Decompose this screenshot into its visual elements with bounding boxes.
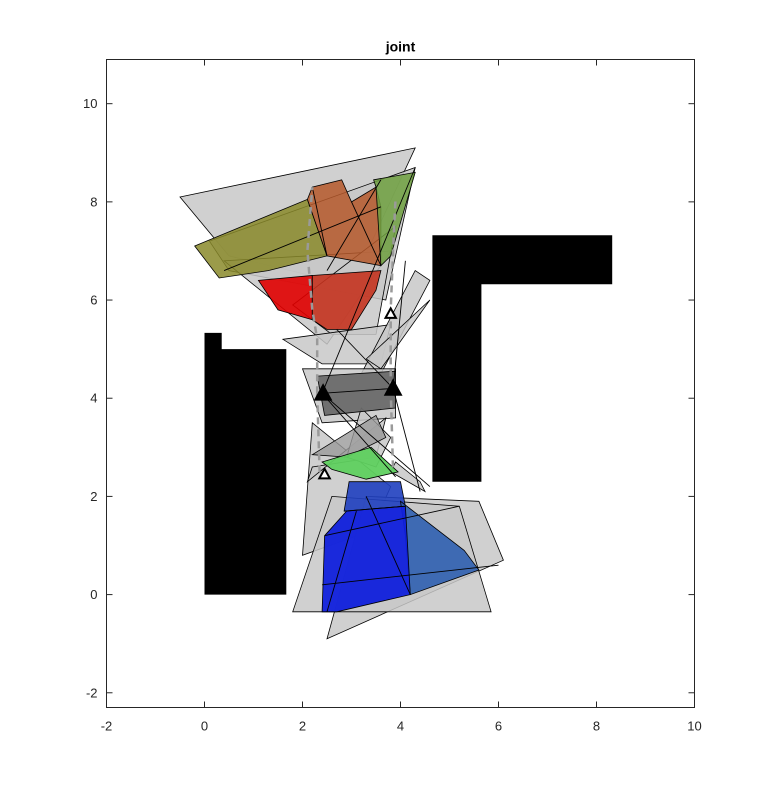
x-tick-label: 10 <box>687 719 701 734</box>
edge-line-13 <box>365 496 411 595</box>
colored-region-5 <box>316 370 397 416</box>
y-tick-label: 4 <box>90 391 97 406</box>
triangle-marker-0 <box>313 383 333 401</box>
edge-line-2 <box>321 392 431 487</box>
triangle-marker-2 <box>383 306 398 319</box>
colored-region-4 <box>311 270 382 330</box>
colored-region-0 <box>194 198 328 279</box>
obstacles-layer <box>204 235 613 595</box>
dashed-path-0 <box>306 187 319 394</box>
axis-ticks-layer: -2 0 2 4 6 8 10 -2 0 2 4 6 8 10 <box>83 59 702 734</box>
x-tick-label: -2 <box>101 719 113 734</box>
colored-region-7 <box>321 446 399 480</box>
dashed-path-1 <box>389 196 397 389</box>
y-tick-label: -2 <box>86 685 98 700</box>
x-tick-label: 0 <box>201 719 208 734</box>
edge-line-14 <box>322 564 499 586</box>
triangle-marker-3 <box>317 466 332 480</box>
y-tick-label: 10 <box>83 96 97 111</box>
x-tick-label: 8 <box>593 719 600 734</box>
markers-layer <box>313 306 403 480</box>
edge-line-6 <box>336 329 394 389</box>
edge-line-11 <box>344 505 406 512</box>
edges-layer <box>223 167 499 612</box>
dashed-paths-layer <box>306 187 397 472</box>
colored-region-6 <box>311 414 387 458</box>
edge-line-9 <box>351 201 382 266</box>
chart-title: joint <box>385 39 416 55</box>
edge-line-3 <box>321 393 396 478</box>
edge-line-1 <box>322 387 394 394</box>
y-tick-label: 0 <box>90 587 97 602</box>
y-tick-label: 8 <box>90 194 97 209</box>
edge-line-15 <box>324 505 460 537</box>
edge-line-10 <box>223 206 382 272</box>
colored-regions-layer <box>194 171 480 613</box>
obstacle-0 <box>204 332 287 595</box>
edge-line-4 <box>392 388 421 492</box>
y-tick-label: 6 <box>90 293 97 308</box>
triangle-marker-1 <box>383 378 403 396</box>
y-tick-label: 2 <box>90 489 97 504</box>
x-tick-label: 4 <box>397 719 404 734</box>
dashed-path-2 <box>315 393 321 472</box>
edge-line-0 <box>321 167 416 394</box>
dashed-path-3 <box>389 388 395 472</box>
edge-line-7 <box>326 179 382 271</box>
edge-line-12 <box>326 511 357 612</box>
obstacle-1 <box>432 235 613 482</box>
edge-line-5 <box>392 260 406 389</box>
edge-line-8 <box>311 187 328 256</box>
x-tick-label: 6 <box>495 719 502 734</box>
x-tick-label: 2 <box>299 719 306 734</box>
